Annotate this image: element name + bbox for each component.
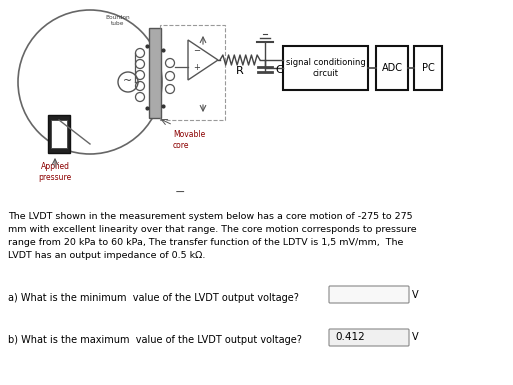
Text: +: +	[193, 62, 200, 72]
Text: Applied
pressure: Applied pressure	[38, 162, 72, 182]
Text: a) What is the minimum  value of the LVDT output voltage?: a) What is the minimum value of the LVDT…	[8, 293, 299, 303]
Bar	[283, 46, 368, 90]
Bar	[51, 120, 67, 148]
Bar	[149, 28, 161, 118]
Text: −: −	[193, 47, 200, 55]
Text: Bourdon
tube: Bourdon tube	[106, 15, 130, 26]
Text: −: −	[175, 186, 185, 199]
Text: V: V	[412, 290, 419, 300]
Text: ADC: ADC	[382, 63, 403, 73]
Text: b) What is the maximum  value of the LVDT output voltage?: b) What is the maximum value of the LVDT…	[8, 335, 302, 345]
FancyBboxPatch shape	[329, 286, 409, 303]
Bar	[414, 46, 442, 90]
Bar	[160, 25, 225, 120]
FancyBboxPatch shape	[329, 329, 409, 346]
Text: V: V	[412, 333, 419, 343]
Text: Movable
core: Movable core	[173, 130, 205, 150]
Text: 0.412: 0.412	[335, 333, 365, 343]
Text: PC: PC	[422, 63, 435, 73]
Bar	[48, 115, 70, 153]
Text: R: R	[236, 66, 244, 76]
Text: signal conditioning
circuit: signal conditioning circuit	[286, 58, 365, 79]
Bar	[376, 46, 408, 90]
Text: ~: ~	[123, 76, 133, 86]
Text: The LVDT shown in the measurement system below has a core motion of -275 to 275
: The LVDT shown in the measurement system…	[8, 212, 417, 259]
Text: C: C	[275, 65, 283, 75]
